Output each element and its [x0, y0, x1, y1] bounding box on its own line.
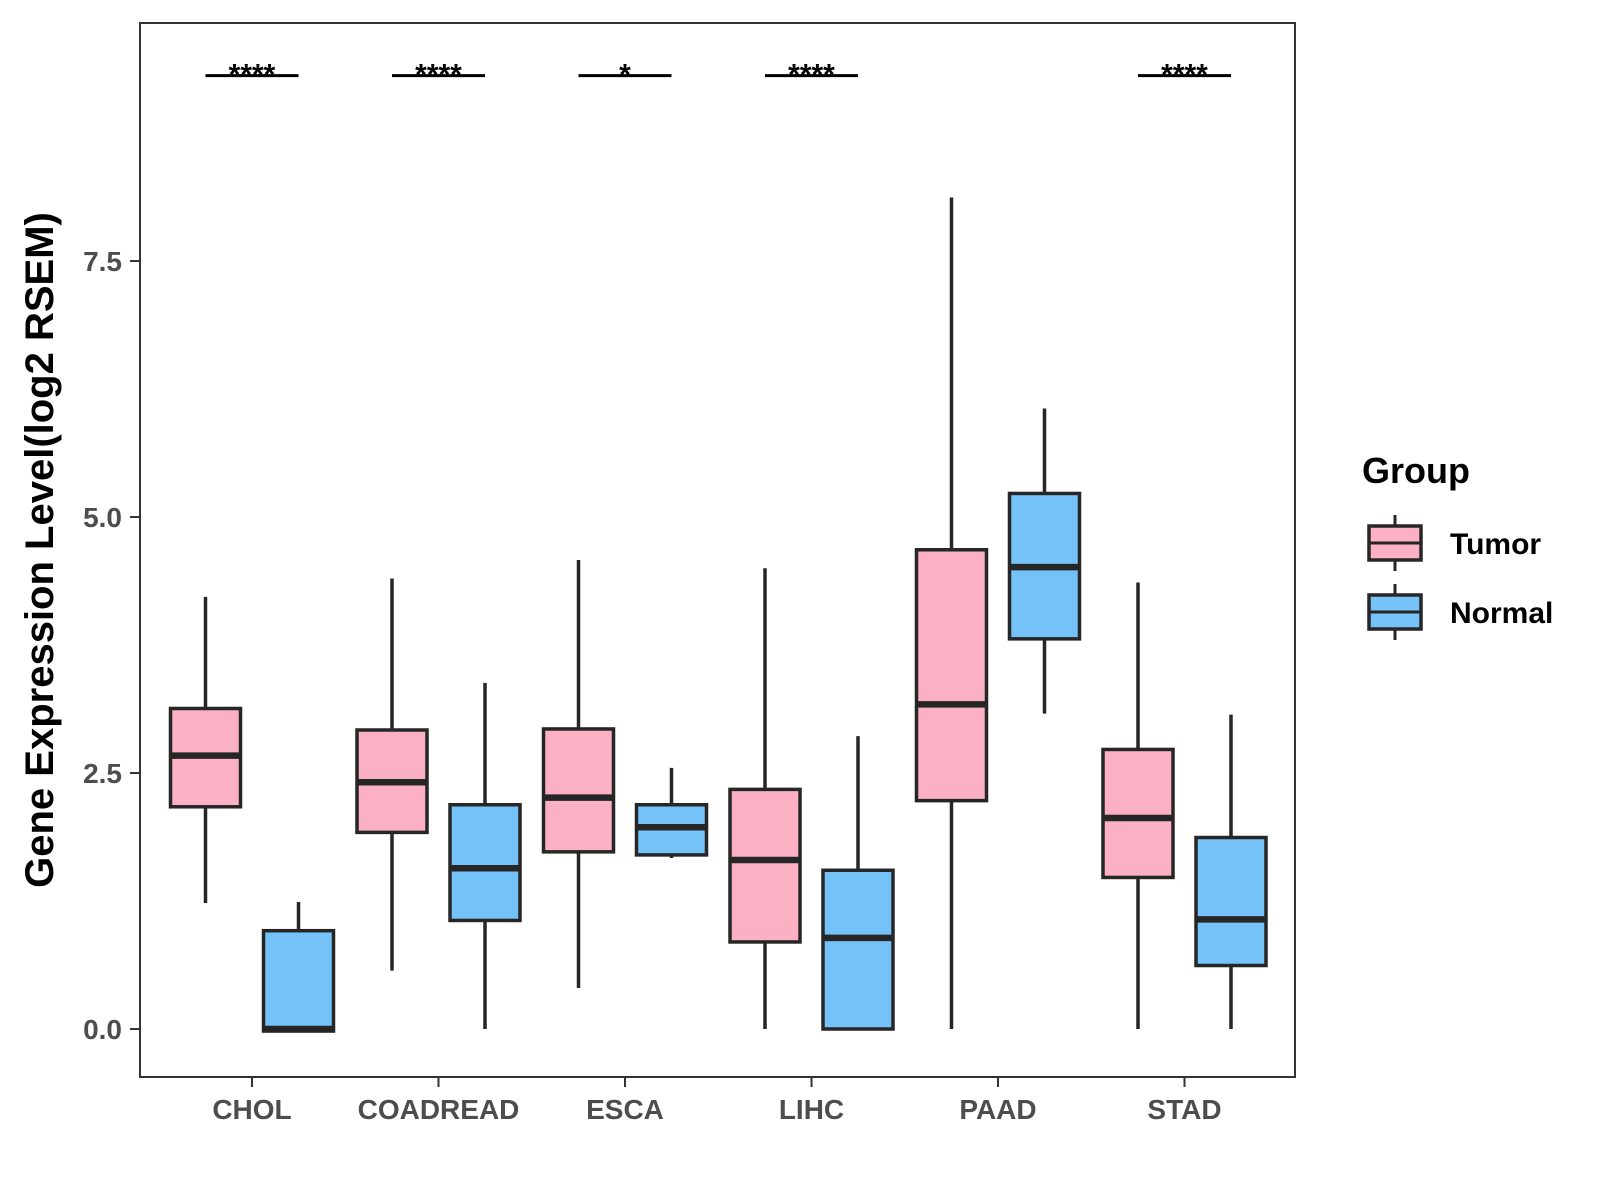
box-tumor-paad	[914, 197, 989, 1029]
axes-layer: 0.0 2.5 5.0 7.5 CHOL COADREAD ESCA LIHC PAAD STAD	[83, 246, 1222, 1125]
legend: Group Tumor Normal	[1362, 450, 1553, 640]
box-tumor-coadread	[355, 578, 429, 971]
y-axis-title: Gene Expression Level(log2 RSEM)	[18, 212, 62, 888]
legend-label-normal: Normal	[1450, 597, 1553, 630]
significance-layer: **** **** * **** ****	[205, 59, 1231, 92]
box-body-tumor-lihc	[728, 787, 802, 944]
y-tick-label: 0.0	[83, 1014, 122, 1045]
box-body-tumor-esca	[541, 727, 616, 854]
box-normal-paad	[1007, 408, 1082, 714]
y-tick-label: 5.0	[83, 502, 122, 533]
box-tumor-chol	[168, 596, 243, 904]
box-tumor-esca	[541, 560, 616, 989]
significance-label-coadread: ****	[415, 59, 462, 92]
box-normal-esca	[634, 767, 709, 858]
x-tick-label: ESCA	[586, 1094, 664, 1125]
plot-panel-background	[140, 23, 1295, 1077]
plot-panel-border	[139, 22, 1296, 1078]
box-tumor-lihc	[728, 568, 802, 1029]
box-tumor-stad	[1101, 582, 1175, 1029]
legend-label-tumor: Tumor	[1450, 528, 1541, 561]
box-body-normal-coadread	[448, 802, 522, 923]
box-body-normal-stad	[1194, 835, 1268, 968]
y-tick-label: 7.5	[83, 246, 122, 277]
box-normal-chol	[261, 902, 336, 1033]
box-normal-coadread	[448, 682, 522, 1029]
legend-item-tumor: Tumor	[1367, 515, 1541, 571]
box-body-tumor-paad	[914, 548, 989, 803]
significance-label-lihc: ****	[788, 59, 835, 92]
x-tick-label: CHOL	[212, 1094, 291, 1125]
legend-item-normal: Normal	[1367, 584, 1553, 640]
significance-label-esca: *	[619, 59, 631, 92]
x-tick-label: LIHC	[779, 1094, 844, 1125]
significance-label-chol: ****	[229, 59, 276, 92]
significance-label-stad: ****	[1161, 59, 1208, 92]
y-tick-label: 2.5	[83, 758, 122, 789]
x-tick-label: STAD	[1147, 1094, 1221, 1125]
x-tick-label: COADREAD	[358, 1094, 520, 1125]
box-body-tumor-stad	[1101, 747, 1175, 880]
box-body-normal-chol	[261, 928, 336, 1033]
x-tick-label: PAAD	[959, 1094, 1036, 1125]
legend-title: Group	[1362, 450, 1470, 491]
box-body-normal-lihc	[821, 868, 895, 1031]
box-normal-lihc	[821, 736, 895, 1031]
boxes-layer	[168, 197, 1268, 1033]
box-normal-stad	[1194, 714, 1268, 1029]
